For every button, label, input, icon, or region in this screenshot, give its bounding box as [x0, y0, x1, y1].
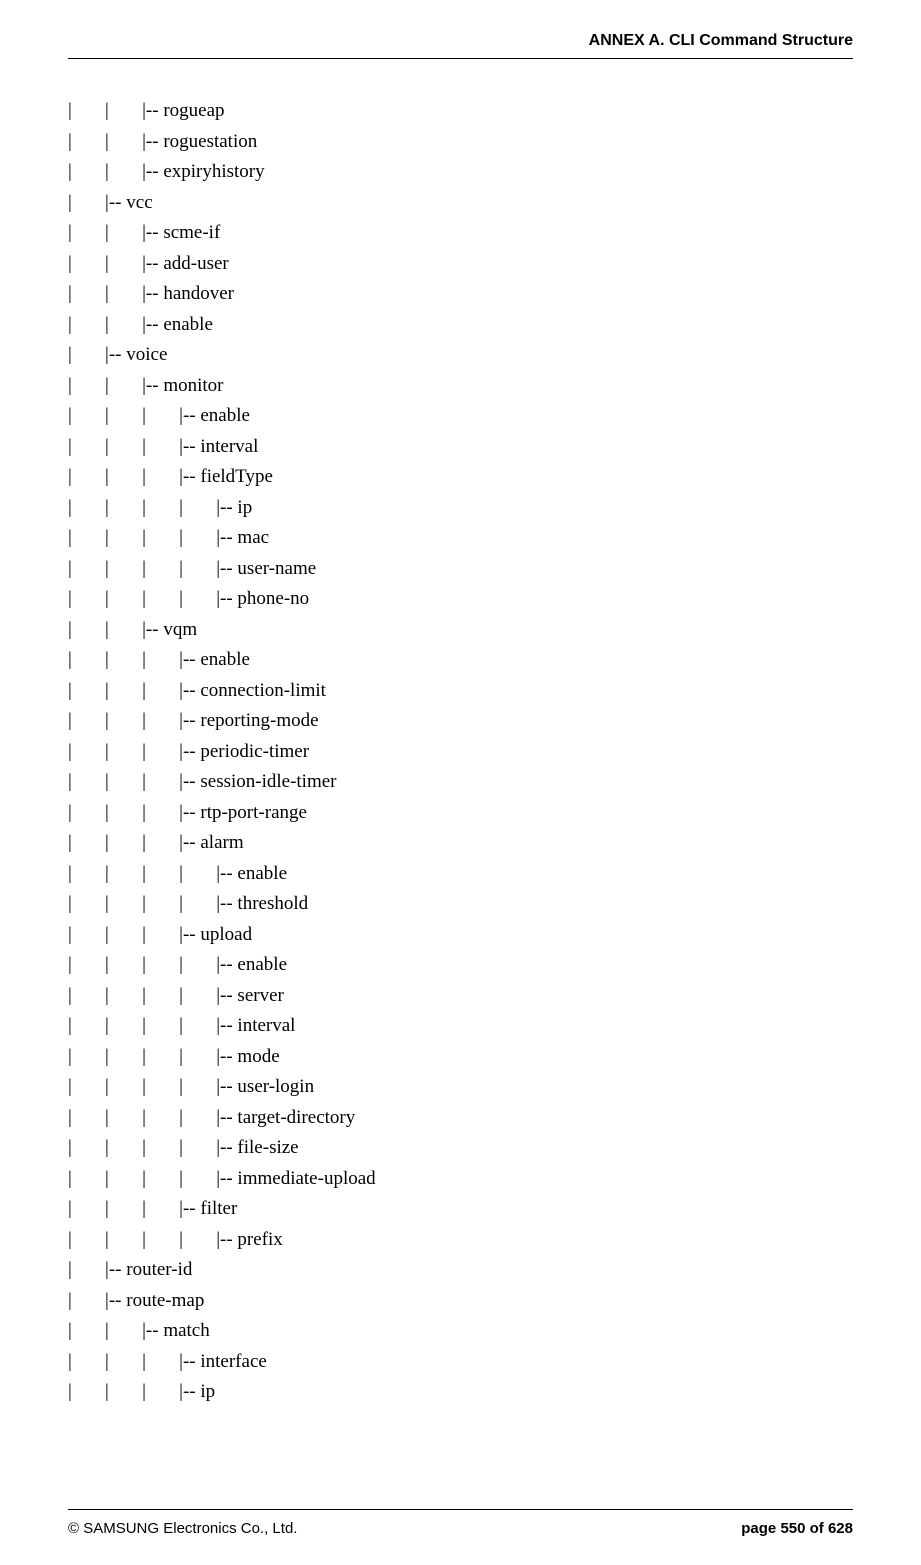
footer-page-number: page 550 of 628: [741, 1520, 853, 1537]
cli-tree-content: | | |-- rogueap | | |-- roguestation | |…: [68, 96, 853, 1408]
footer-copyright: © SAMSUNG Electronics Co., Ltd.: [68, 1520, 297, 1537]
footer-divider: [68, 1509, 853, 1510]
header-divider: [68, 58, 853, 59]
page-header-title: ANNEX A. CLI Command Structure: [589, 32, 853, 50]
